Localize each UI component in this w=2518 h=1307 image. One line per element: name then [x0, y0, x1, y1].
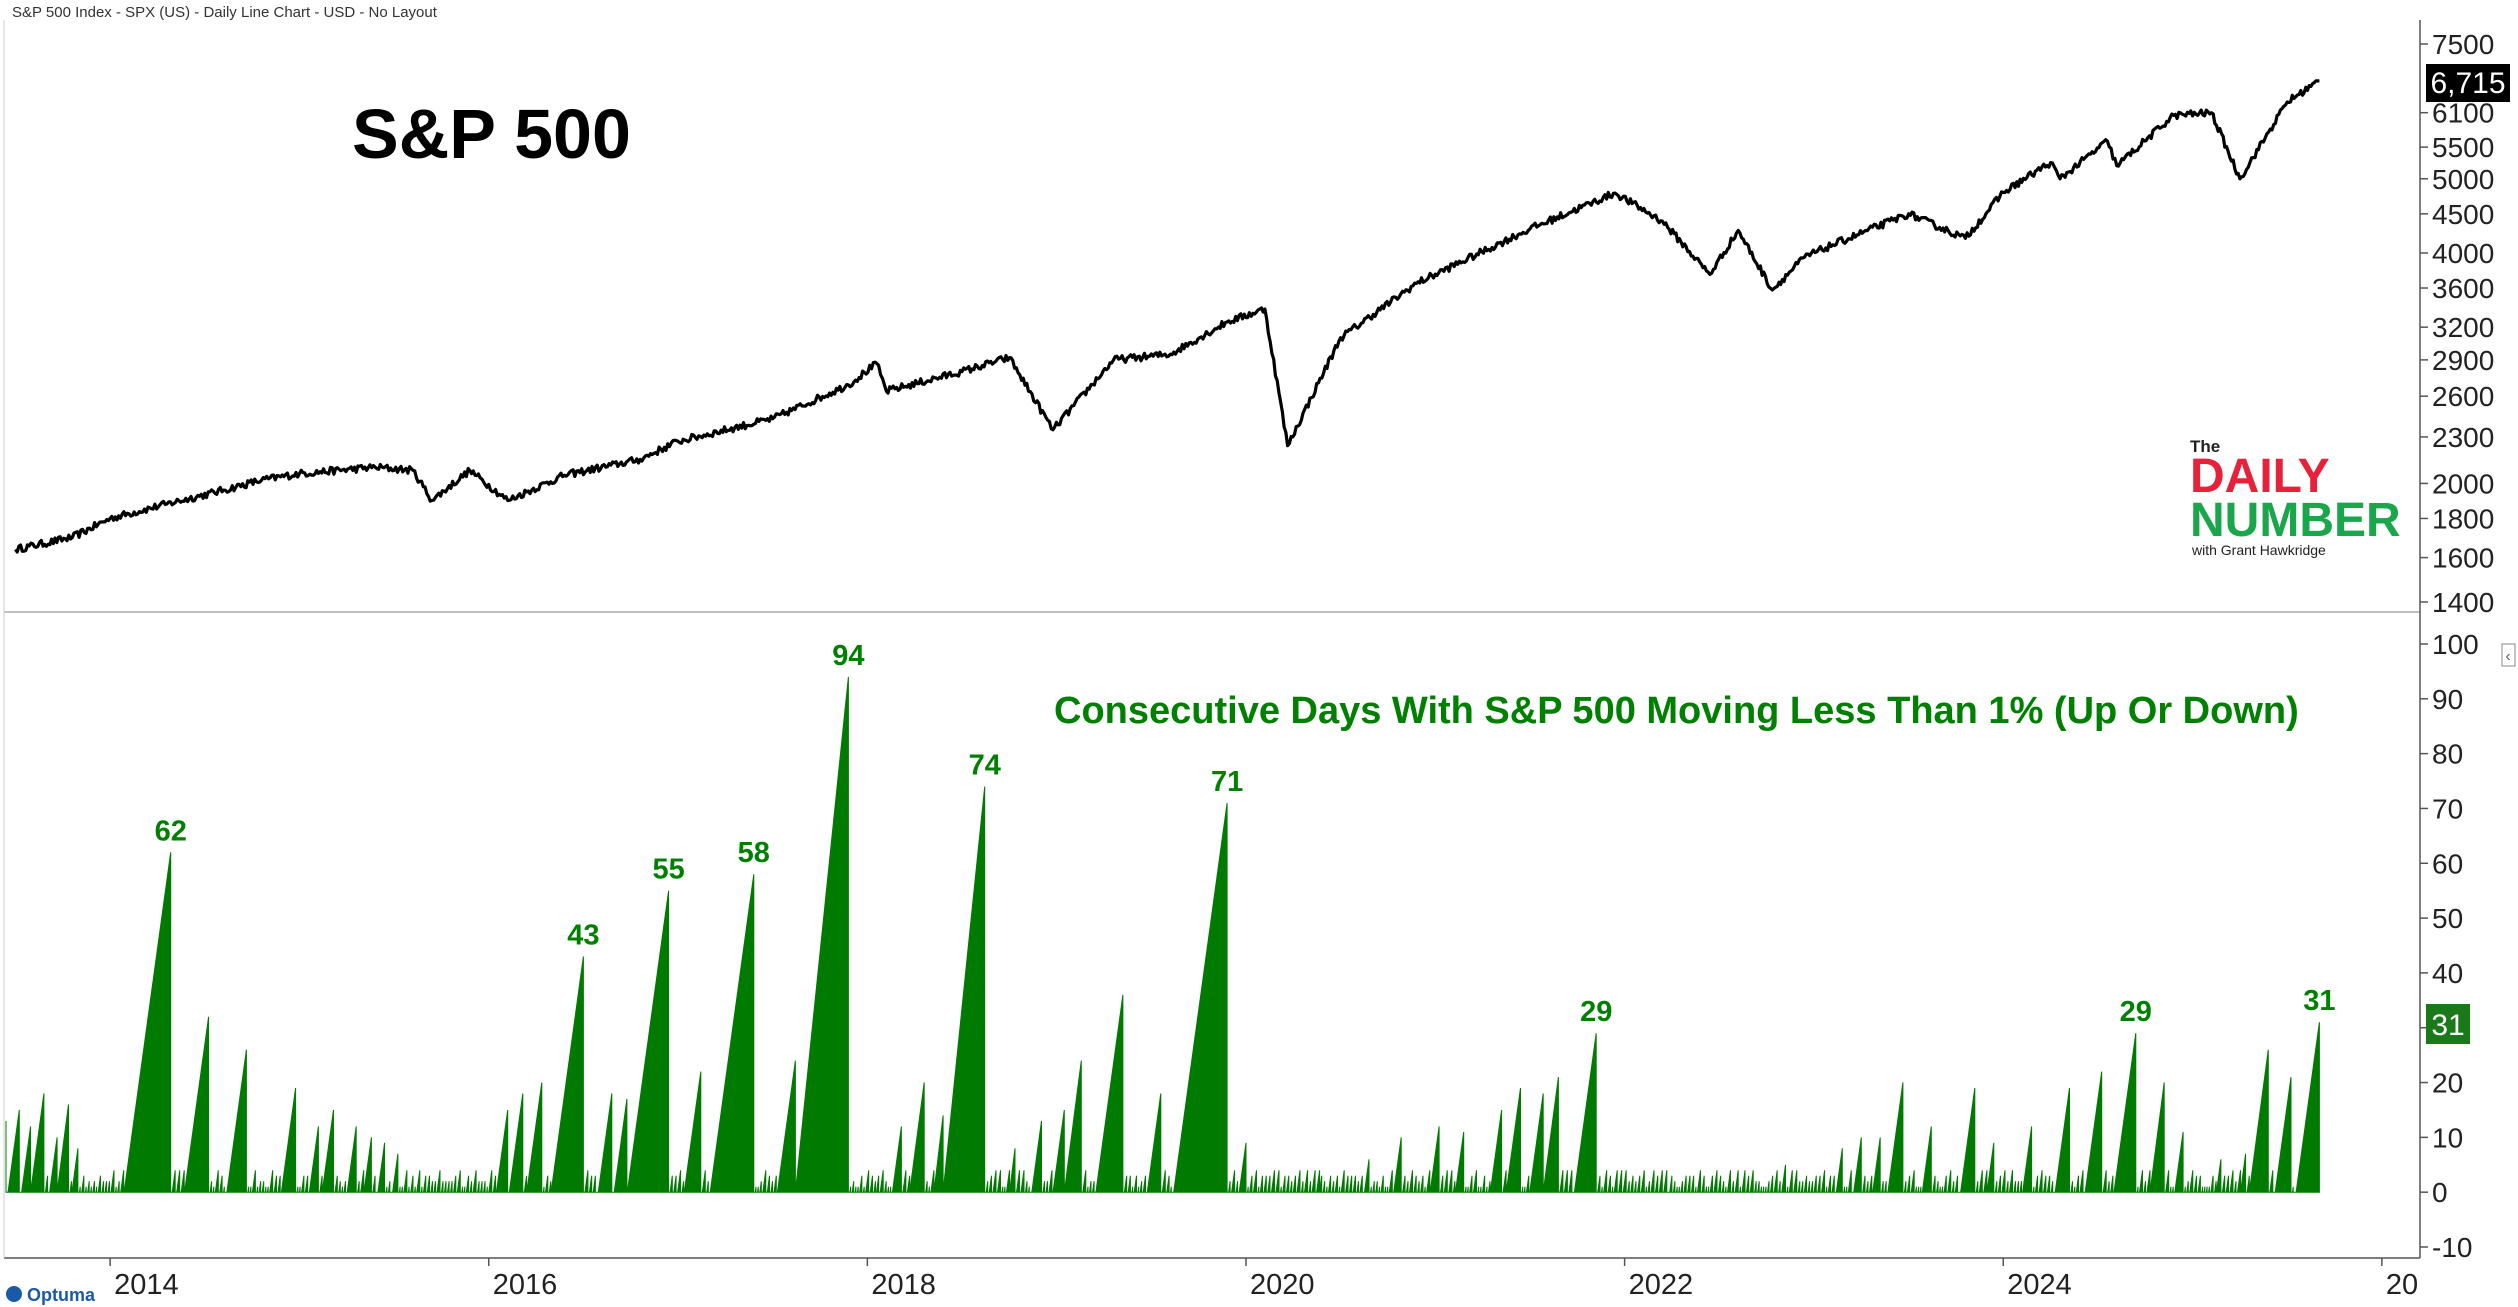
scroll-arrow-icon[interactable]: ‹ — [2501, 643, 2516, 667]
bar-series-area — [5, 676, 2320, 1193]
bar-chart-title: Consecutive Days With S&P 500 Moving Les… — [1054, 690, 2299, 732]
x-axis: 2014 2016 2018 2020 2022 2024 20 — [109, 1258, 2418, 1301]
x-tick-label: 2014 — [114, 1269, 179, 1301]
price-ytick-label: 2600 — [2432, 381, 2494, 412]
bar-ytick-label: -10 — [2432, 1232, 2472, 1263]
bar-peak-label: 29 — [1580, 996, 1612, 1028]
price-ytick-label: 2000 — [2432, 468, 2494, 499]
optuma-brand-icon — [6, 1286, 22, 1302]
bar-peak-label: 55 — [652, 854, 684, 886]
bar-peak-label: 62 — [155, 815, 187, 847]
price-ytick-label: 1800 — [2432, 503, 2494, 534]
bar-peak-label: 71 — [1211, 766, 1243, 798]
bar-peak-label: 74 — [969, 750, 1001, 782]
bar-peak-label: 58 — [738, 837, 770, 869]
bar-ytick-label: 0 — [2432, 1177, 2448, 1208]
price-ytick-label: 3600 — [2432, 273, 2494, 304]
x-tick-label: 2018 — [871, 1269, 936, 1301]
price-ytick-label: 7500 — [2432, 29, 2494, 60]
price-ytick-label: 4500 — [2432, 199, 2494, 230]
price-ytick-label: 1600 — [2432, 543, 2494, 574]
daily-number-logo: The DAILY NUMBER with Grant Hawkridge — [2190, 437, 2401, 558]
x-tick-label: 20 — [2386, 1269, 2418, 1301]
logo-small-text: The — [2190, 437, 2220, 456]
price-chart-title: S&P 500 — [352, 95, 631, 173]
price-ytick-label: 2300 — [2432, 422, 2494, 453]
optuma-brand: Optuma — [6, 1285, 96, 1305]
scroll-arrow-glyph[interactable]: ‹ — [2505, 648, 2510, 665]
bar-ytick-label: 20 — [2432, 1068, 2463, 1099]
optuma-brand-label: Optuma — [27, 1285, 96, 1305]
price-ytick-label: 2900 — [2432, 345, 2494, 376]
price-ytick-label: 5000 — [2432, 164, 2494, 195]
bar-peak-label: 94 — [832, 640, 864, 672]
bar-peak-label: 29 — [2120, 996, 2152, 1028]
price-last-value-label: 6,715 — [2430, 67, 2505, 100]
bar-ytick-label: 70 — [2432, 793, 2463, 824]
bar-last-value-box — [2426, 1004, 2470, 1044]
bar-ytick-label: 80 — [2432, 739, 2463, 770]
bar-ytick-label: 10 — [2432, 1122, 2463, 1153]
scroll-arrow-box[interactable] — [2501, 643, 2516, 667]
x-tick-label: 2022 — [1629, 1269, 1694, 1301]
x-tick-label: 2016 — [493, 1269, 558, 1301]
price-ytick-label: 1400 — [2432, 587, 2494, 618]
logo-line2: NUMBER — [2190, 494, 2401, 547]
bar-yaxis-ticks: 1009080706050403020100-10 — [2420, 629, 2479, 1263]
x-tick-label: 2020 — [1250, 1269, 1315, 1301]
bar-peak-label: 31 — [2303, 985, 2335, 1017]
bar-ytick-label: 40 — [2432, 958, 2463, 989]
logo-sub: with Grant Hawkridge — [2191, 542, 2326, 558]
price-ytick-label: 3200 — [2432, 312, 2494, 343]
price-ytick-label: 5500 — [2432, 132, 2494, 163]
bar-last-value-label: 31 — [2431, 1009, 2464, 1042]
bar-ytick-label: 50 — [2432, 903, 2463, 934]
bar-peak-label: 43 — [567, 920, 599, 952]
price-ytick-label: 4000 — [2432, 238, 2494, 269]
bar-ytick-label: 90 — [2432, 684, 2463, 715]
logo-line1: DAILY — [2190, 450, 2330, 503]
bar-ytick-label: 60 — [2432, 848, 2463, 879]
bar-ytick-label: 100 — [2432, 629, 2479, 660]
price-ytick-label: 6100 — [2432, 98, 2494, 129]
x-tick-label: 2024 — [2007, 1269, 2072, 1301]
price-last-value-box — [2426, 64, 2510, 102]
chart-header: S&P 500 Index - SPX (US) - Daily Line Ch… — [12, 4, 438, 21]
bar-annotations: 62 43 55 58 94 74 71 29 29 31 — [155, 640, 2336, 1028]
price-series-line — [14, 79, 2320, 554]
